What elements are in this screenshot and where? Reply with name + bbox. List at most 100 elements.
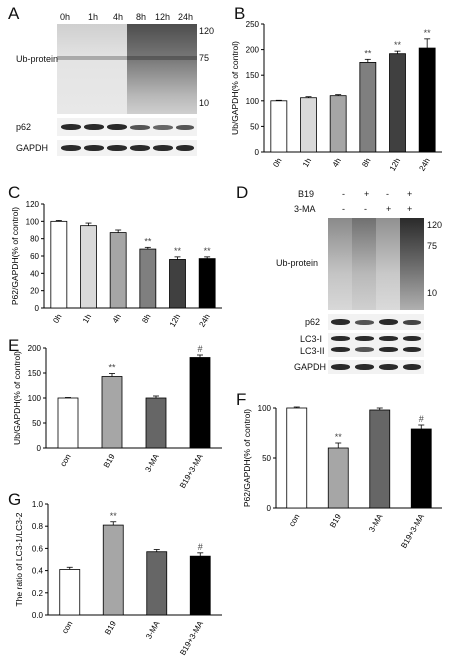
x-tick-label: 3-MA — [143, 452, 161, 474]
ub-protein-blot-image — [57, 24, 197, 114]
lane-label: 24h — [178, 12, 194, 22]
bar — [169, 259, 186, 309]
significance-label: ** — [424, 28, 432, 38]
gapdh-blot-image — [57, 140, 197, 156]
lane-label: 4h — [113, 12, 124, 22]
x-tick-label: 24h — [197, 313, 211, 329]
chart-f: 0 50 100 P62/GAPDH(% of control) con ** B19 3-M… — [242, 404, 442, 550]
bar — [369, 409, 391, 509]
significance-label: # — [198, 542, 203, 552]
lane-label: 0h — [60, 12, 71, 22]
sign: - — [342, 204, 345, 214]
y-axis-label: Ub/GAPDH(% of control) — [230, 41, 240, 135]
bar — [101, 376, 123, 449]
bar — [270, 100, 288, 153]
significance-label: # — [197, 344, 202, 354]
y-tick-label: 120 — [26, 200, 40, 209]
y-tick-label: 50 — [32, 419, 41, 428]
row-label: GAPDH — [294, 362, 327, 372]
y-tick-label: 0 — [35, 304, 40, 313]
row-label: LC3-II — [300, 346, 325, 356]
y-tick-label: 50 — [262, 454, 271, 463]
row-label: p62 — [16, 122, 32, 132]
y-tick-label: 100 — [246, 97, 260, 106]
sign: - — [342, 189, 345, 199]
x-tick-label: 3-MA — [144, 619, 162, 641]
panel-letter-f: F — [236, 390, 247, 409]
x-tick-label: con — [58, 453, 72, 469]
y-tick-label: 100 — [28, 394, 42, 403]
y-tick-label: 200 — [246, 46, 260, 55]
significance-label: # — [419, 414, 424, 424]
mw-marker: 120 — [427, 220, 443, 230]
chart-b: 0 50 100 150 200 250 Ub/GAPDH(% of control) 0h 1… — [230, 20, 442, 173]
y-tick-label: 60 — [30, 252, 39, 261]
x-tick-label: 3-MA — [367, 512, 385, 534]
x-tick-label: 1h — [81, 313, 93, 325]
bar — [50, 220, 68, 309]
p62-blot-image — [328, 314, 424, 330]
x-tick-label: B19+3-MA — [399, 512, 426, 550]
significance-label: ** — [108, 363, 116, 373]
sign: + — [407, 204, 413, 214]
bar — [145, 397, 167, 449]
x-tick-label: 0h — [51, 313, 63, 325]
x-tick-label: 12h — [388, 157, 402, 173]
x-tick-label: B19 — [102, 452, 117, 469]
bar — [189, 357, 211, 449]
bar — [146, 551, 168, 616]
y-tick-label: 0.4 — [32, 567, 44, 576]
bar — [189, 555, 211, 616]
lc3-blot-image — [328, 333, 424, 357]
panel-letter-b: B — [234, 4, 246, 23]
chart-e: 0 50 100 150 200 Ub/GAPDH(% of control) con ** B… — [12, 344, 222, 490]
x-tick-label: 4h — [111, 313, 123, 325]
row-label: Ub-protein — [276, 258, 319, 268]
lane-label: 8h — [136, 12, 147, 22]
row-label: LC3-I — [300, 334, 323, 344]
row-label: GAPDH — [16, 143, 49, 153]
y-tick-label: 0.2 — [32, 589, 44, 598]
y-tick-label: 20 — [30, 287, 39, 296]
y-tick-label: 0 — [255, 148, 260, 157]
lane-label: 12h — [155, 12, 171, 22]
bar — [418, 47, 436, 153]
x-tick-label: B19+3-MA — [178, 452, 205, 490]
mw-marker: 10 — [199, 98, 210, 108]
significance-label: ** — [364, 48, 372, 58]
y-tick-label: 150 — [246, 71, 260, 80]
y-tick-label: 0 — [37, 444, 42, 453]
bar — [59, 569, 81, 616]
panel-letter-d: D — [236, 183, 249, 202]
panel-letter-c: C — [8, 183, 21, 202]
y-tick-label: 50 — [250, 122, 259, 131]
y-axis-label: Ub/GAPDH(% of control) — [12, 351, 22, 445]
significance-label: ** — [144, 236, 152, 246]
chart-c: 0 20 40 60 80 100 120 P62/GAPDH(% of control) 0h… — [10, 200, 222, 329]
bar — [80, 225, 97, 309]
x-tick-label: 0h — [271, 157, 283, 169]
sign: + — [364, 189, 370, 199]
sign: + — [407, 189, 413, 199]
bar — [286, 407, 308, 509]
bar — [109, 232, 127, 309]
gapdh-blot-image — [328, 360, 424, 374]
y-tick-label: 100 — [26, 217, 40, 226]
bar — [57, 397, 79, 449]
x-tick-label: B19+3-MA — [178, 619, 205, 657]
lane-label: 1h — [88, 12, 99, 22]
bar — [102, 524, 124, 616]
y-axis-label: P62/GAPDH(% of control) — [242, 409, 252, 507]
y-tick-label: 150 — [28, 369, 42, 378]
y-tick-label: 250 — [246, 20, 260, 29]
significance-label: ** — [174, 246, 182, 256]
significance-label: ** — [204, 246, 212, 256]
y-tick-label: 1.0 — [32, 500, 44, 509]
mw-marker: 120 — [199, 26, 215, 36]
sign: - — [364, 204, 367, 214]
panel-letter-a: A — [8, 4, 20, 23]
bar — [389, 53, 406, 153]
y-tick-label: 0.0 — [32, 611, 44, 620]
bar — [329, 95, 347, 153]
bar — [359, 62, 377, 153]
